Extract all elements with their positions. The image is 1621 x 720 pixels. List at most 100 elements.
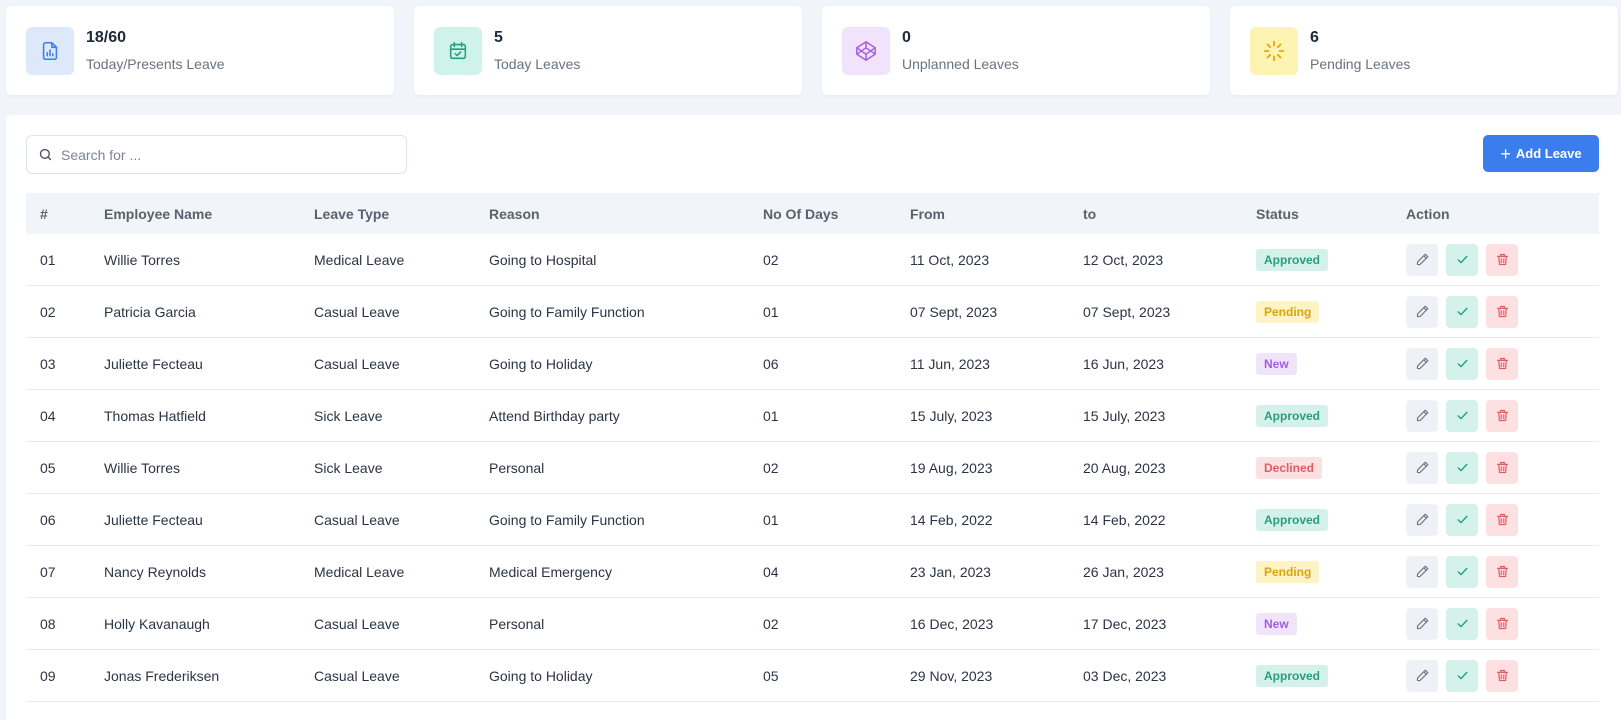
- pencil-icon: [1415, 304, 1430, 319]
- edit-button[interactable]: [1406, 399, 1438, 432]
- approve-button[interactable]: [1446, 243, 1478, 276]
- cell-to: 03 Dec, 2023: [1083, 667, 1167, 684]
- check-icon: [1455, 252, 1470, 267]
- cell-to: 12 Oct, 2023: [1083, 251, 1164, 268]
- approve-button[interactable]: [1446, 295, 1478, 328]
- cell-number: 01: [40, 251, 56, 268]
- trash-icon: [1495, 668, 1510, 683]
- approve-button[interactable]: [1446, 503, 1478, 536]
- cell-to: 16 Jun, 2023: [1083, 355, 1164, 372]
- cell-from: 07 Sept, 2023: [910, 303, 998, 320]
- pencil-icon: [1415, 512, 1430, 527]
- trash-icon: [1495, 616, 1510, 631]
- cell-number: 07: [40, 563, 56, 580]
- approve-button[interactable]: [1446, 347, 1478, 380]
- edit-button[interactable]: [1406, 659, 1438, 692]
- trash-icon: [1495, 304, 1510, 319]
- cell-days: 01: [763, 303, 779, 320]
- cell-number: 04: [40, 407, 56, 424]
- status-badge: Approved: [1256, 508, 1329, 531]
- delete-button[interactable]: [1486, 347, 1518, 380]
- cell-days: 02: [763, 459, 779, 476]
- cell-leave-type: Casual Leave: [314, 355, 400, 372]
- edit-button[interactable]: [1406, 555, 1438, 588]
- cell-actions: [1406, 295, 1599, 328]
- search-box[interactable]: [26, 135, 407, 174]
- delete-button[interactable]: [1486, 555, 1518, 588]
- table-row: 02 Patricia Garcia Casual Leave Going to Fa…: [26, 286, 1599, 338]
- table-row: 07 Nancy Reynolds Medical Leave Medical Eme…: [26, 546, 1599, 598]
- edit-button[interactable]: [1406, 295, 1438, 328]
- table-body: 01 Willie Torres Medical Leave Going to Hos…: [26, 234, 1599, 702]
- cell-reason: Medical Emergency: [489, 563, 612, 580]
- add-leave-label: Add Leave: [1515, 146, 1582, 161]
- table-row: 05 Willie Torres Sick Leave Personal 02 19 Au…: [26, 442, 1599, 494]
- col-header-action: Action: [1406, 205, 1450, 222]
- check-icon: [1455, 564, 1470, 579]
- edit-button[interactable]: [1406, 503, 1438, 536]
- codepen-cube-icon: [856, 40, 876, 61]
- edit-button[interactable]: [1406, 451, 1438, 484]
- col-header-status: Status: [1256, 205, 1299, 222]
- cell-from: 16 Dec, 2023: [910, 615, 994, 632]
- approve-button[interactable]: [1446, 607, 1478, 640]
- edit-button[interactable]: [1406, 243, 1438, 276]
- cell-actions: [1406, 555, 1599, 588]
- trash-icon: [1495, 252, 1510, 267]
- edit-button[interactable]: [1406, 607, 1438, 640]
- trash-icon: [1495, 512, 1510, 527]
- table-row: 01 Willie Torres Medical Leave Going to Hos…: [26, 234, 1599, 286]
- cell-employee-name: Juliette Fecteau: [104, 511, 203, 528]
- cell-to: 14 Feb, 2022: [1083, 511, 1166, 528]
- approve-button[interactable]: [1446, 555, 1478, 588]
- stat-text: 6 Pending Leaves: [1310, 28, 1410, 73]
- cell-number: 05: [40, 459, 56, 476]
- pencil-icon: [1415, 408, 1430, 423]
- cell-leave-type: Casual Leave: [314, 511, 400, 528]
- stat-value: 5: [494, 29, 503, 46]
- delete-button[interactable]: [1486, 243, 1518, 276]
- cell-from: 23 Jan, 2023: [910, 563, 991, 580]
- cell-status: Pending: [1256, 300, 1406, 323]
- col-header-employee: Employee Name: [104, 205, 213, 222]
- col-header-days: No Of Days: [763, 205, 839, 222]
- cell-from: 19 Aug, 2023: [910, 459, 993, 476]
- stat-label: Today/Presents Leave: [86, 56, 225, 72]
- cell-to: 20 Aug, 2023: [1083, 459, 1166, 476]
- delete-button[interactable]: [1486, 607, 1518, 640]
- cell-employee-name: Nancy Reynolds: [104, 563, 206, 580]
- calendar-check-icon: [449, 41, 467, 59]
- edit-button[interactable]: [1406, 347, 1438, 380]
- delete-button[interactable]: [1486, 451, 1518, 484]
- delete-button[interactable]: [1486, 659, 1518, 692]
- delete-button[interactable]: [1486, 295, 1518, 328]
- stats-row: 18/60 Today/Presents Leave 5 Today Leave…: [6, 6, 1621, 95]
- col-header-number: #: [40, 205, 48, 222]
- stat-icon-box: [842, 26, 890, 75]
- approve-button[interactable]: [1446, 659, 1478, 692]
- cell-actions: [1406, 451, 1599, 484]
- check-icon: [1455, 668, 1470, 683]
- approve-button[interactable]: [1446, 451, 1478, 484]
- check-icon: [1455, 460, 1470, 475]
- trash-icon: [1495, 460, 1510, 475]
- stat-label: Unplanned Leaves: [902, 56, 1019, 72]
- col-header-reason: Reason: [489, 205, 540, 222]
- status-badge: Approved: [1256, 404, 1329, 427]
- trash-icon: [1495, 356, 1510, 371]
- stat-value: 6: [1310, 29, 1319, 46]
- cell-leave-type: Medical Leave: [314, 563, 405, 580]
- cell-status: Pending: [1256, 560, 1406, 583]
- cell-number: 09: [40, 667, 56, 684]
- delete-button[interactable]: [1486, 503, 1518, 536]
- delete-button[interactable]: [1486, 399, 1518, 432]
- cell-days: 02: [763, 251, 779, 268]
- status-badge: Declined: [1256, 456, 1323, 479]
- add-leave-button[interactable]: + Add Leave: [1483, 135, 1599, 172]
- cell-actions: [1406, 347, 1599, 380]
- approve-button[interactable]: [1446, 399, 1478, 432]
- search-input[interactable]: [61, 146, 381, 163]
- cell-employee-name: Holly Kavanaugh: [104, 615, 210, 632]
- pencil-icon: [1415, 460, 1430, 475]
- status-badge: New: [1256, 352, 1297, 375]
